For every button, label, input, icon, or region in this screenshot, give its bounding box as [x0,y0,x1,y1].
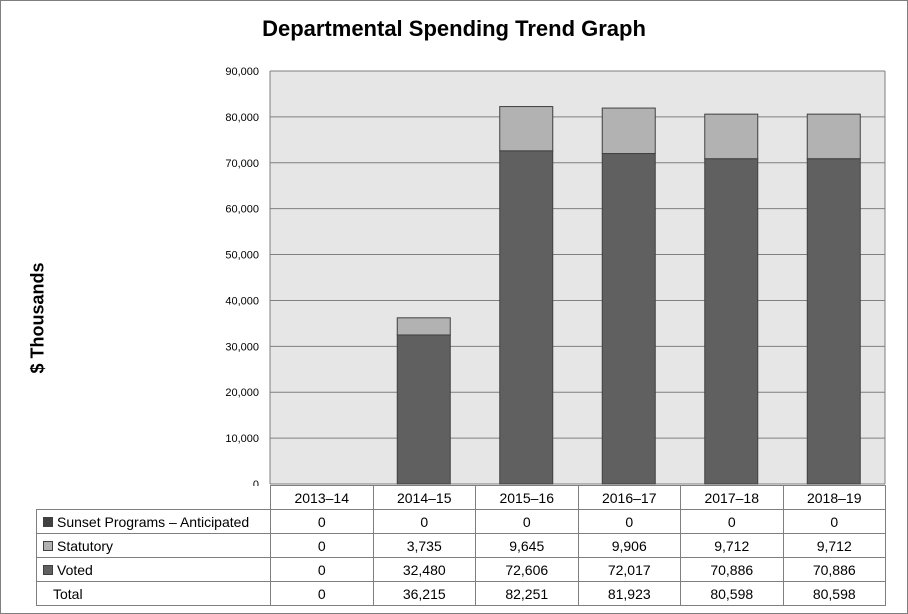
legend-swatch [43,564,53,575]
bar-statutory [396,317,451,336]
data-label: 9,645 [475,533,579,558]
bar-statutory [806,113,861,160]
x-tick-label: 2017–18 [680,485,784,510]
bar-statutory [704,113,759,160]
data-label: 0 [270,533,374,558]
legend-swatch [43,540,53,551]
table-row: Voted 0 32,480 72,606 72,017 70,886 70,886 [36,557,886,582]
table-row: Statutory 0 3,735 9,645 9,906 9,712 9,712 [36,533,886,558]
data-label: 36,215 [372,581,476,606]
data-label: 70,886 [680,557,784,582]
data-label: 0 [270,581,374,606]
plot-area: 0 10,000 20,000 30,000 40,000 50,000 60,000 70,… [225,66,886,486]
y-tick-label: 60,000 [225,204,259,216]
legend-label: Sunset Programs – Anticipated [57,513,250,530]
data-label: 70,886 [782,557,886,582]
bar-statutory [601,107,656,155]
bar-voted [396,334,451,485]
legend-label: Total [53,585,83,602]
data-label: 81,923 [577,581,681,606]
legend-entry: Statutory [36,533,271,558]
y-tick-label: 40,000 [225,295,259,307]
data-label: 80,598 [782,581,886,606]
y-tick-label: 10,000 [225,433,259,445]
data-label: 9,906 [577,533,681,558]
y-tick-label: 20,000 [225,387,259,399]
x-tick-label: 2014–15 [372,485,476,510]
data-label: 9,712 [680,533,784,558]
legend-entry: Voted [36,557,271,582]
data-label: 32,480 [372,557,476,582]
table-corner [36,485,271,510]
legend-label: Voted [57,561,93,578]
x-tick-label: 2016–17 [577,485,681,510]
legend-swatch [43,516,53,527]
y-tick-label: 70,000 [225,158,259,170]
data-label: 0 [680,509,784,534]
table-row: Sunset Programs – Anticipated 0 0 0 0 0 0 [36,509,886,534]
data-label: 9,712 [782,533,886,558]
y-tick-label: 0 [253,479,259,486]
data-label: 72,606 [475,557,579,582]
x-tick-label: 2018–19 [782,485,886,510]
table-header-row: 2013–14 2014–15 2015–16 2016–17 2017–18 2018–… [36,485,886,510]
table-row: Total 0 36,215 82,251 81,923 80,598 80,598 [36,581,886,606]
bar-voted [806,158,861,485]
bar-voted [704,158,759,485]
data-label: 3,735 [372,533,476,558]
x-tick-label: 2015–16 [475,485,579,510]
y-tick-label: 30,000 [225,341,259,353]
data-label: 0 [577,509,681,534]
x-tick-label: 2013–14 [270,485,374,510]
legend-entry: Total [36,581,271,606]
chart-title: Departmental Spending Trend Graph [262,16,646,41]
y-tick-label: 90,000 [225,66,259,78]
plot-background [270,71,885,484]
data-label: 80,598 [680,581,784,606]
bar-voted [499,150,554,485]
legend-entry: Sunset Programs – Anticipated [36,509,271,534]
data-table: 2013–14 2014–15 2015–16 2016–17 2017–18 2018–… [36,485,886,606]
bar-voted [601,153,656,485]
legend-label: Statutory [57,537,114,554]
data-label: 72,017 [577,557,681,582]
y-tick-label: 80,000 [225,112,259,124]
y-tick-label: 50,000 [225,250,259,262]
table-body: Sunset Programs – Anticipated 0 0 0 0 0 0 Statu… [36,509,886,606]
data-label: 0 [782,509,886,534]
data-label: 0 [270,557,374,582]
data-label: 0 [372,509,476,534]
data-label: 82,251 [475,581,579,606]
bar-statutory [499,106,554,152]
data-label: 0 [475,509,579,534]
data-label: 0 [270,509,374,534]
